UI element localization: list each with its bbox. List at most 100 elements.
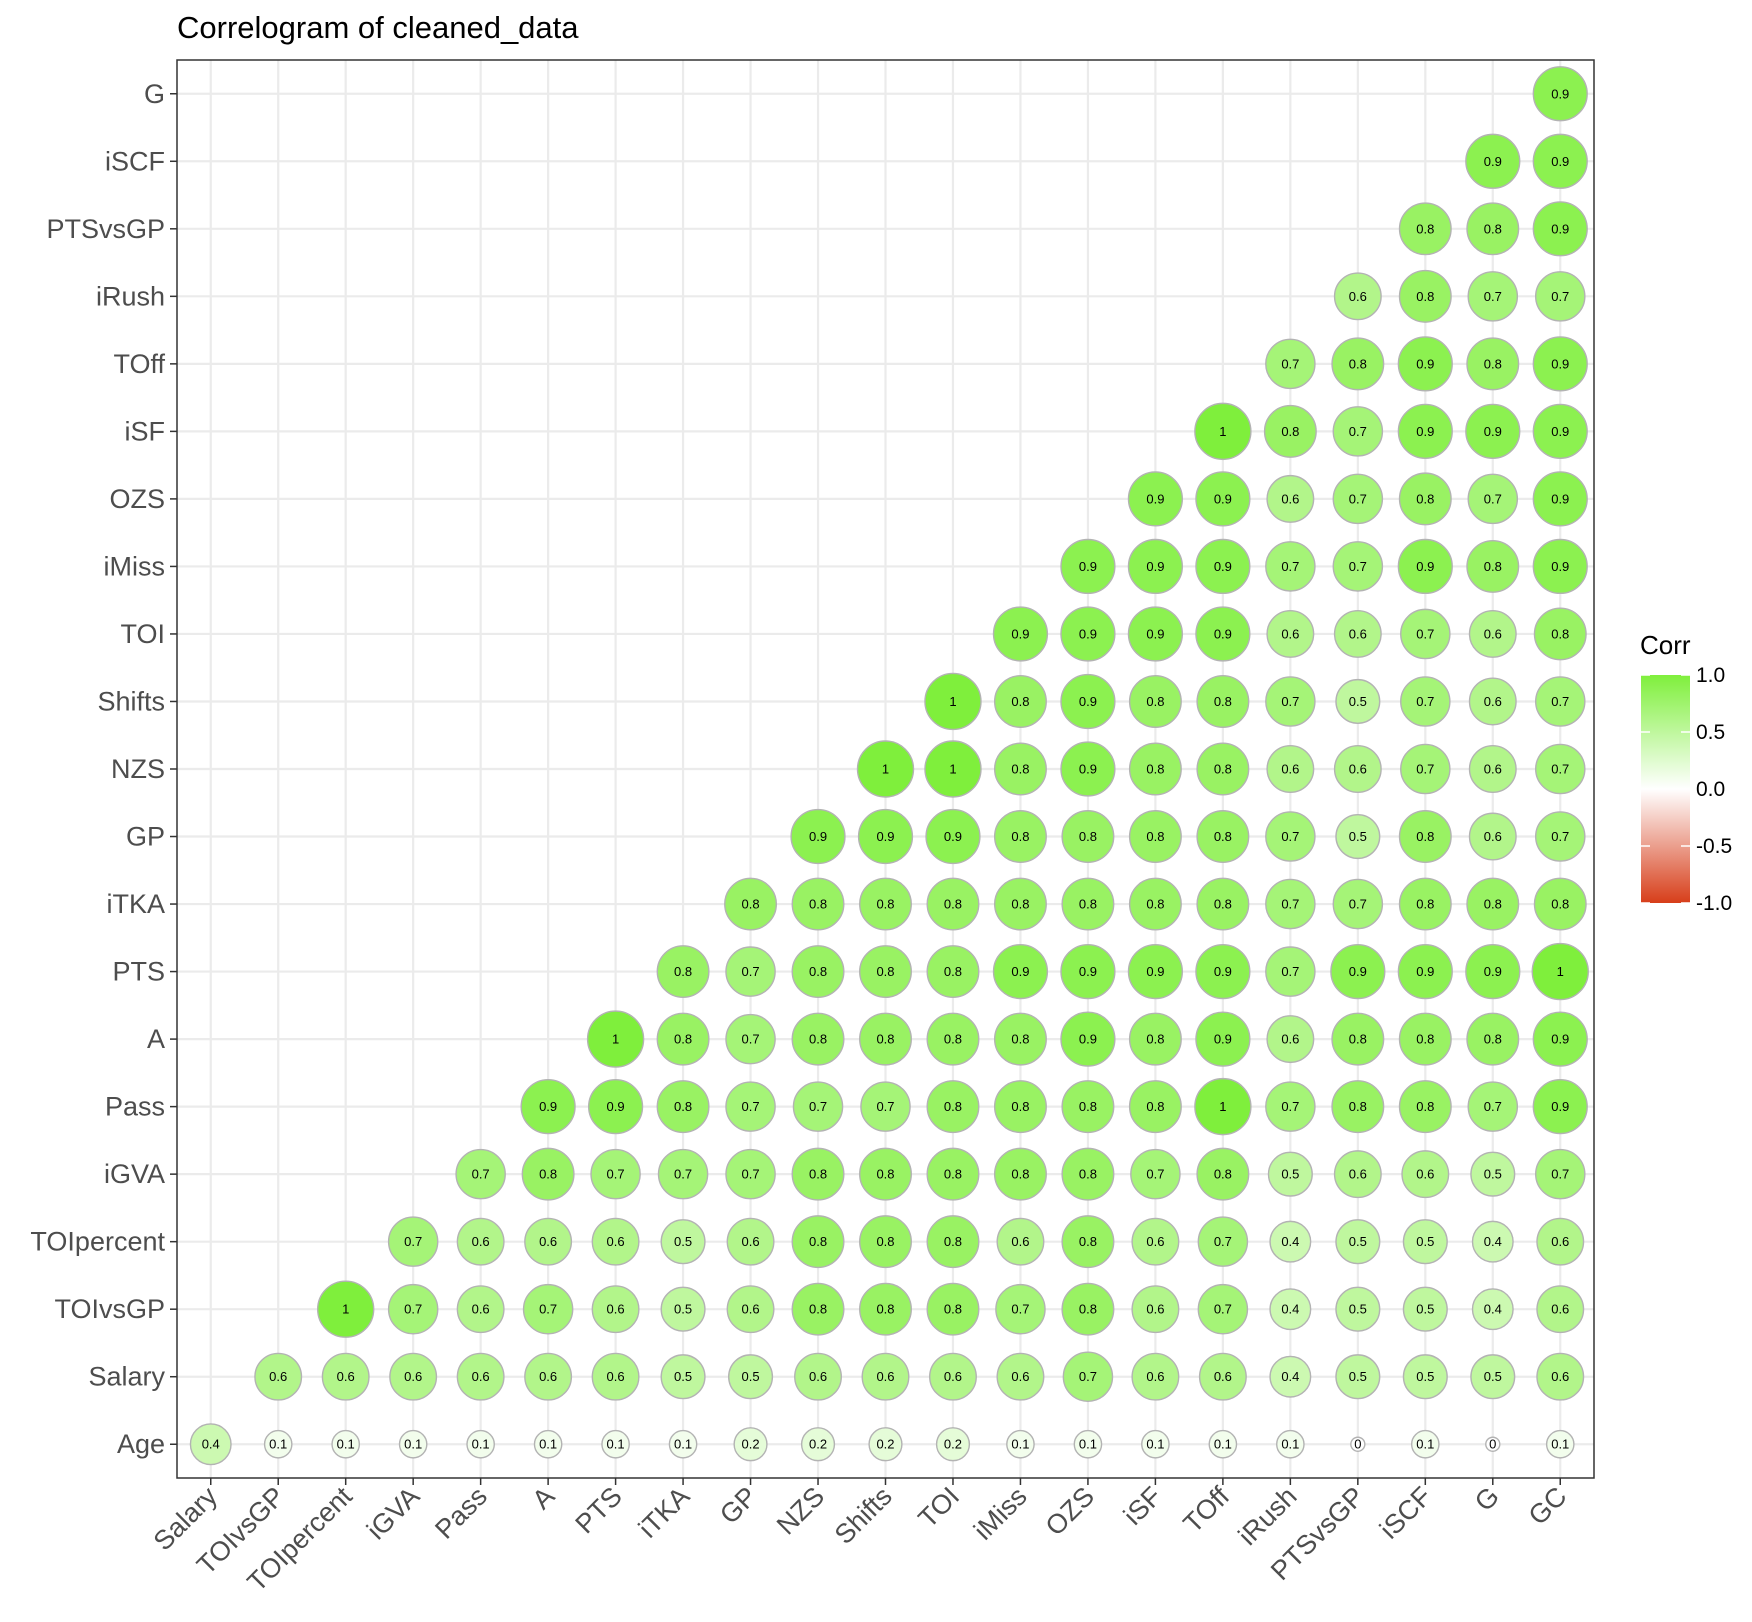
corr-circle-Salary-iSF [1131, 1352, 1180, 1401]
corr-label-TOff-iSCF: 0.9 [1416, 356, 1434, 371]
corr-circle-Salary-iRush [1269, 1355, 1312, 1398]
corr-circle-OZS-G [1467, 473, 1519, 525]
corr-label-iGVA-TOI: 0.8 [944, 1167, 962, 1182]
corr-label-Salary-TOff: 0.6 [1214, 1369, 1232, 1384]
corr-label-Pass-iSCF: 0.8 [1416, 1099, 1434, 1114]
corr-label-iSCF-G: 0.9 [1484, 154, 1502, 169]
corr-label-GP-iSCF: 0.8 [1416, 829, 1434, 844]
corr-circle-iGVA-A [521, 1147, 575, 1201]
corr-circle-NZS-iSCF [1400, 743, 1451, 795]
corr-label-GP-OZS: 0.8 [1079, 829, 1097, 844]
corr-circle-Pass-PTSvsGP [1331, 1080, 1385, 1134]
corr-label-iTKA-iSF: 0.8 [1146, 897, 1164, 912]
corr-circle-TOIpercent-A [524, 1217, 573, 1266]
corr-circle-TOIpercent-GC [1536, 1217, 1585, 1266]
corr-label-TOIvsGP-Shifts: 0.8 [876, 1302, 894, 1317]
corr-circle-Age-iGVA [398, 1429, 428, 1459]
corr-label-Pass-iTKA: 0.8 [674, 1099, 692, 1114]
corr-circle-TOIvsGP-TOI [926, 1282, 980, 1336]
y-tick-label-iMiss: iMiss [104, 551, 166, 581]
corr-label-Salary-GP: 0.5 [742, 1369, 760, 1384]
corr-circle-iSF-GC [1532, 403, 1588, 460]
corr-label-iSF-PTSvsGP: 0.7 [1349, 424, 1367, 439]
corr-label-Age-NZS: 0.2 [809, 1437, 827, 1452]
corr-circle-OZS-PTSvsGP [1332, 473, 1384, 525]
corr-circle-Age-GP [733, 1427, 768, 1462]
corr-label-Age-TOIvsGP: 0.1 [269, 1437, 287, 1452]
corr-circle-iRush-GC [1534, 271, 1586, 322]
correlation-circles [189, 66, 1589, 1466]
corr-label-Age-Shifts: 0.2 [876, 1437, 894, 1452]
y-tick-label-TOI: TOI [120, 619, 165, 649]
corr-label-Age-Salary: 0.4 [202, 1437, 220, 1452]
corr-circle-TOIpercent-TOff [1197, 1216, 1249, 1267]
corr-circle-GP-GC [1534, 811, 1586, 862]
corr-circle-iTKA-GC [1533, 877, 1587, 931]
corr-circle-iGVA-Shifts [859, 1147, 912, 1201]
corr-circle-TOI-iSF [1127, 606, 1184, 662]
corr-label-TOIvsGP-iSF: 0.6 [1146, 1302, 1164, 1317]
corr-circle-TOff-iRush [1265, 338, 1316, 390]
corr-circle-Pass-G [1467, 1081, 1519, 1132]
corr-circle-Shifts-OZS [1060, 673, 1116, 730]
corr-label-iGVA-PTS: 0.7 [607, 1167, 625, 1182]
y-tick-label-iSF: iSF [125, 416, 166, 446]
corr-circle-NZS-iMiss [993, 742, 1047, 796]
corr-label-iGVA-PTSvsGP: 0.6 [1349, 1167, 1367, 1182]
corr-label-iTKA-NZS: 0.8 [809, 897, 827, 912]
corr-circle-TOI-iRush [1266, 609, 1315, 658]
corr-label-NZS-TOff: 0.8 [1214, 762, 1232, 777]
corr-label-GP-G: 0.6 [1484, 829, 1502, 844]
corr-circle-iMiss-TOff [1195, 538, 1251, 595]
corr-circle-Pass-GP [725, 1081, 776, 1132]
corr-label-Pass-NZS: 0.7 [809, 1099, 827, 1114]
corr-circle-NZS-iRush [1266, 745, 1315, 793]
corr-label-iRush-G: 0.7 [1484, 289, 1502, 304]
corr-label-iMiss-OZS: 0.9 [1079, 559, 1097, 574]
corr-circle-iTKA-OZS [1061, 877, 1115, 931]
corr-label-A-OZS: 0.9 [1079, 1032, 1097, 1047]
corr-label-OZS-iSF: 0.9 [1146, 491, 1164, 506]
corr-circle-GP-PTSvsGP [1335, 813, 1381, 860]
corr-circle-GP-NZS [790, 808, 846, 865]
corr-label-iMiss-PTSvsGP: 0.7 [1349, 559, 1367, 574]
corr-label-TOIvsGP-iGVA: 0.7 [404, 1302, 422, 1317]
corr-label-OZS-PTSvsGP: 0.7 [1349, 491, 1367, 506]
corr-circle-A-NZS [791, 1012, 845, 1066]
legend-tick-label: -0.5 [1696, 835, 1732, 858]
corr-circle-iMiss-OZS [1060, 538, 1116, 595]
legend-tick-label: 0.0 [1696, 778, 1725, 801]
corr-circle-GP-iMiss [993, 810, 1047, 864]
corr-circle-iMiss-PTSvsGP [1332, 541, 1384, 592]
y-axis-ticks: Age Salary TOIvsGP TOIpercent iGVA Pass A PTS iT… [30, 79, 177, 1459]
corr-label-Shifts-iSCF: 0.7 [1416, 694, 1434, 709]
corr-circle-Age-Shifts [868, 1427, 903, 1462]
corr-label-iMiss-TOff: 0.9 [1214, 559, 1232, 574]
corr-circle-TOIvsGP-TOff [1197, 1283, 1249, 1335]
y-tick-label-GP: GP [126, 822, 165, 852]
corr-label-iGVA-Pass: 0.7 [472, 1167, 490, 1182]
corr-circle-Age-iSCF [1410, 1429, 1440, 1459]
corr-label-Pass-OZS: 0.8 [1079, 1099, 1097, 1114]
corr-circle-iTKA-iSF [1128, 877, 1182, 931]
corr-label-iGVA-iMiss: 0.8 [1011, 1167, 1029, 1182]
corr-circle-Pass-iRush [1265, 1081, 1316, 1132]
corr-circle-Age-NZS [800, 1427, 836, 1462]
corr-circle-PTSvsGP-G [1466, 202, 1520, 256]
corr-label-TOff-GC: 0.9 [1551, 356, 1569, 371]
corr-circle-TOIvsGP-iSCF [1402, 1286, 1448, 1332]
corr-label-NZS-OZS: 0.9 [1079, 762, 1097, 777]
corr-label-iGVA-TOff: 0.8 [1214, 1167, 1232, 1182]
corr-circle-Salary-G [1470, 1354, 1516, 1400]
corr-circle-iTKA-G [1466, 877, 1520, 931]
corr-circle-Age-TOI [935, 1427, 971, 1462]
corr-label-Salary-NZS: 0.6 [809, 1369, 827, 1384]
corr-label-TOIpercent-Shifts: 0.8 [876, 1234, 894, 1249]
corr-circle-Salary-TOIpercent [321, 1352, 370, 1401]
corr-circle-GP-iSCF [1398, 810, 1452, 864]
corr-label-TOIvsGP-G: 0.4 [1484, 1302, 1502, 1317]
y-tick-label-iTKA: iTKA [106, 889, 165, 919]
corr-circle-A-GP [725, 1013, 776, 1065]
corr-label-TOIvsGP-Pass: 0.6 [472, 1302, 490, 1317]
corr-circle-OZS-iSCF [1398, 472, 1452, 526]
